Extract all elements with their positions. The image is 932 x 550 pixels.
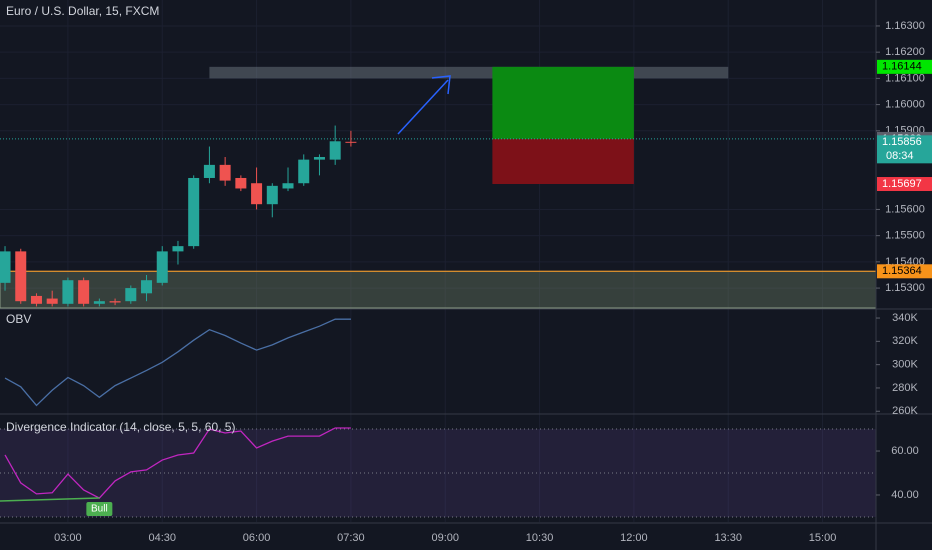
candle-body	[251, 183, 263, 205]
x-tick-label: 04:30	[148, 532, 176, 544]
x-tick-label: 12:00	[620, 532, 648, 544]
candle-body	[125, 288, 137, 302]
y-tick-label: 1.15300	[885, 282, 925, 294]
x-tick-label: 07:30	[337, 532, 365, 544]
y-tick-label: 1.16300	[885, 20, 925, 32]
candle-body	[235, 177, 247, 189]
price-badge	[877, 264, 932, 279]
candle-body	[78, 280, 90, 304]
indicator-title: OBV	[6, 312, 31, 326]
x-tick-label: 09:00	[431, 532, 459, 544]
candle-body	[93, 301, 105, 304]
annotation-label: Bull	[91, 504, 108, 515]
price-badge	[877, 135, 932, 164]
y-tick-label: 1.16100	[885, 72, 925, 84]
y-tick-label: 1.16000	[885, 98, 925, 110]
candle-body	[172, 246, 184, 252]
x-tick-label: 06:00	[243, 532, 271, 544]
y-tick-label: 40.00	[891, 489, 919, 501]
y-tick-label: 340K	[892, 312, 918, 324]
candle-body	[203, 164, 215, 178]
candle-body	[188, 177, 200, 247]
arrow-head	[431, 75, 451, 95]
y-tick-label: 260K	[892, 405, 918, 417]
price-badge-label: 1.16144	[882, 61, 922, 73]
candle-body	[46, 298, 58, 304]
candle-body	[30, 295, 42, 304]
candle-body	[282, 183, 294, 189]
band-fill	[0, 429, 876, 517]
candle-body	[345, 141, 357, 143]
y-tick-label: 1.15500	[885, 230, 925, 242]
x-tick-label: 10:30	[526, 532, 554, 544]
y-tick-label: 320K	[892, 335, 918, 347]
price-badge	[877, 177, 932, 192]
plot-layer: Bull	[0, 0, 877, 522]
candle-body	[298, 159, 310, 184]
candle-body	[0, 251, 11, 283]
price-badge-label: 1.15697	[882, 178, 922, 190]
candle-body	[329, 141, 341, 160]
candle-body	[15, 251, 27, 302]
indicator-line	[4, 427, 351, 499]
y-tick-label: 1.15600	[885, 203, 925, 215]
price-badge	[877, 59, 932, 74]
candle-body	[156, 251, 168, 283]
x-tick-label: 03:00	[54, 532, 82, 544]
position-target	[492, 66, 634, 139]
price-badge-label: 1.15364	[882, 265, 922, 277]
y-tick-label: 60.00	[891, 445, 919, 457]
candle-body	[266, 185, 278, 205]
chart-title: Euro / U.S. Dollar, 15, FXCM	[6, 4, 159, 18]
arrow	[397, 75, 451, 135]
divergence-line	[0, 497, 100, 502]
y-tick-label: 280K	[892, 382, 918, 394]
indicator-title: Divergence Indicator (14, close, 5, 5, 6…	[6, 420, 235, 434]
countdown-label: 08:34	[886, 150, 914, 162]
indicator-line	[4, 318, 351, 407]
candle-body	[141, 280, 153, 294]
x-tick-label: 13:30	[714, 532, 742, 544]
candle-body	[109, 301, 121, 303]
price-badge-label: 1.15856	[882, 136, 922, 148]
resistance-zone	[209, 66, 729, 79]
candle-body	[313, 157, 325, 160]
arrow-line	[397, 79, 449, 135]
candle-body	[219, 164, 231, 181]
annotation-badge	[86, 502, 113, 517]
position-stop	[492, 138, 634, 185]
y-tick-label: 300K	[892, 359, 918, 371]
candle-body	[62, 280, 74, 304]
y-tick-label: 1.16200	[885, 46, 925, 58]
x-tick-label: 15:00	[809, 532, 837, 544]
